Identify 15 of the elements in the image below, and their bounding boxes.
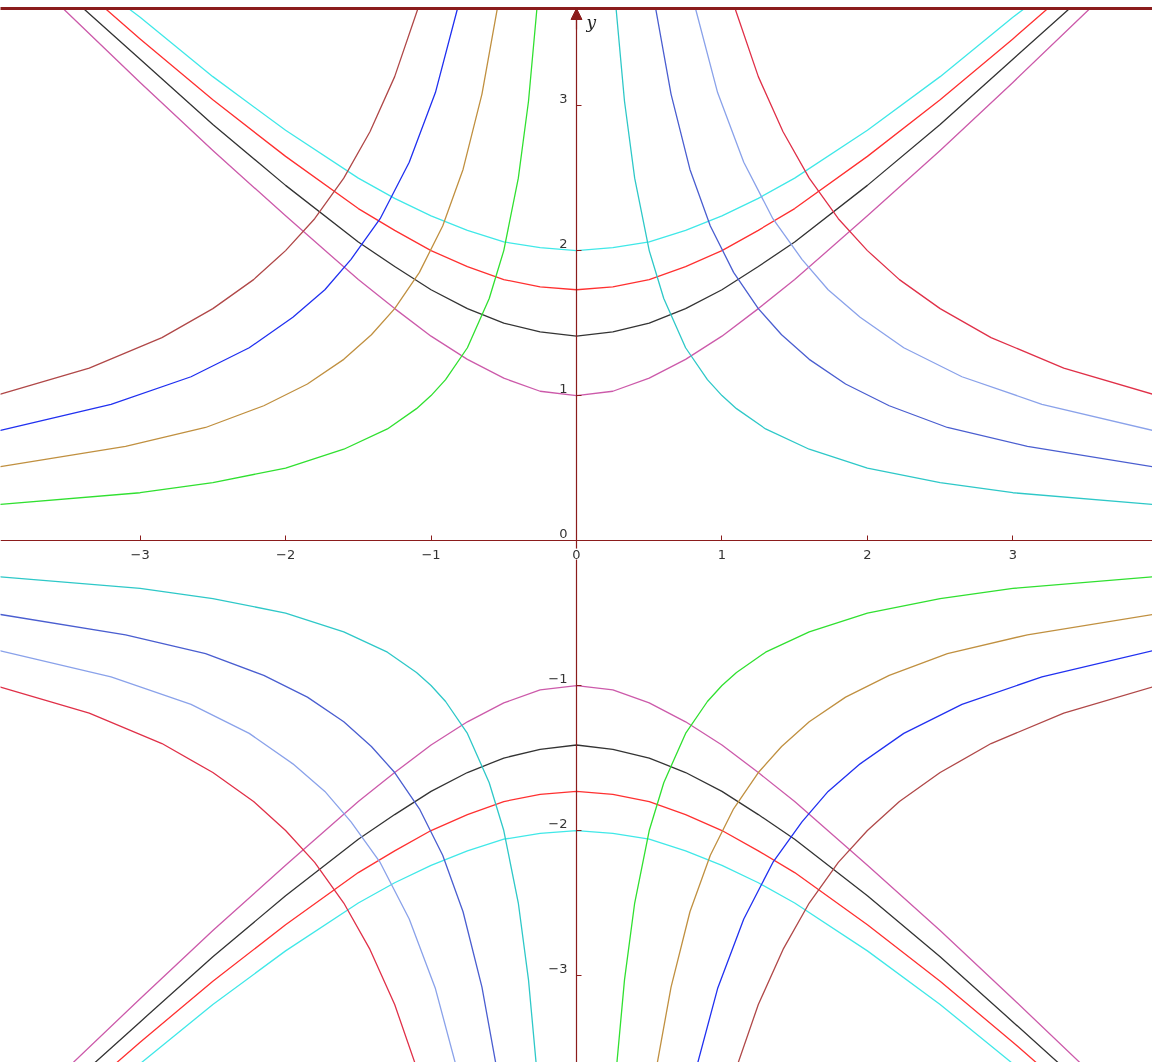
y-tick-label: −2 [548, 815, 568, 831]
x-tick-label: −2 [276, 546, 296, 562]
x-tick-label: −1 [421, 546, 441, 562]
y-tick-label: −3 [548, 960, 568, 976]
y-tick-label: 0 [559, 525, 568, 541]
y-tick-label: 1 [559, 380, 568, 396]
y-tick-label: 3 [559, 90, 568, 106]
x-tick-label: 2 [863, 546, 872, 562]
y-tick-label: −1 [548, 670, 568, 686]
x-tick-label: 1 [717, 546, 727, 562]
x-tick-label: −3 [130, 546, 150, 562]
y-axis-title: y [585, 11, 597, 32]
y-tick-label: 2 [559, 235, 568, 251]
x-tick-label: 3 [1008, 546, 1018, 562]
x-tick-label: 0 [572, 546, 581, 562]
